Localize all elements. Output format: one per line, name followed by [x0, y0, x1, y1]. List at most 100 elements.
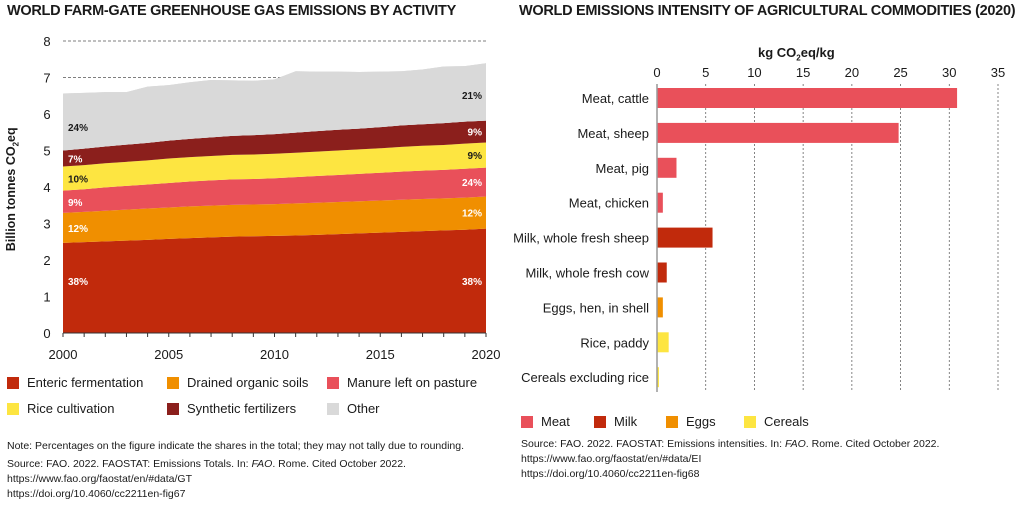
pct-label-start: 9% — [68, 198, 83, 209]
legend-item-rice: Rice cultivation — [7, 401, 114, 416]
x-tick-label: 30 — [942, 65, 956, 80]
legend-item-eggs: Eggs — [666, 414, 716, 429]
x-tick-label: 2020 — [472, 347, 501, 362]
y-tick-label: 3 — [43, 217, 50, 232]
bar — [657, 192, 663, 213]
source-italic: FAO — [784, 438, 806, 450]
area-layer-rice-cultivation — [63, 142, 486, 191]
source-text-end: . Rome. Cited October 2022. — [272, 458, 406, 470]
y-tick-label: 8 — [43, 34, 50, 49]
legend-swatch — [167, 376, 179, 389]
legend-item-synthetic: Synthetic fertilizers — [167, 401, 296, 416]
category-label: Rice, paddy — [580, 335, 649, 350]
bar — [657, 88, 958, 108]
legend-label: Other — [347, 401, 380, 416]
category-label: Milk, whole fresh cow — [525, 266, 649, 281]
pct-label-start: 12% — [68, 224, 88, 235]
legend-label: Enteric fermentation — [27, 375, 144, 390]
area-layer-drained-organic-soils — [63, 196, 486, 243]
legend-swatch — [521, 415, 533, 428]
left-source-link-1[interactable]: https://www.fao.org/faostat/en/#data/GT — [7, 473, 193, 485]
legend-swatch — [666, 415, 678, 428]
category-label: Milk, whole fresh sheep — [513, 231, 649, 246]
area-layer-synthetic-fertilizers — [63, 120, 486, 167]
category-label: Meat, chicken — [569, 196, 649, 211]
legend-label: Cereals — [764, 414, 809, 429]
legend-swatch — [327, 402, 339, 415]
right-source: Source: FAO. 2022. FAOSTAT: Emissions in… — [521, 437, 939, 452]
legend-item-drained: Drained organic soils — [167, 375, 308, 390]
y-tick-label: 2 — [43, 253, 50, 268]
y-tick-label: 4 — [43, 180, 50, 195]
legend-label: Eggs — [686, 414, 716, 429]
legend-item-enteric: Enteric fermentation — [7, 375, 143, 390]
legend-swatch — [7, 376, 19, 389]
legend-swatch — [7, 402, 19, 415]
pct-label-start: 38% — [68, 277, 88, 288]
x-tick-label: 10 — [747, 65, 761, 80]
legend-label: Manure left on pasture — [347, 375, 478, 390]
y-tick-label: 0 — [43, 326, 50, 341]
y-tick-label: 7 — [43, 71, 50, 86]
legend-swatch — [744, 415, 756, 428]
source-italic: FAO — [251, 458, 273, 470]
x-tick-label: 35 — [991, 65, 1005, 80]
right-x-axis-label: kg CO2eq/kg — [758, 45, 835, 63]
pct-label-end: 24% — [462, 178, 482, 189]
source-text: Source: FAO. 2022. FAOSTAT: Emissions in… — [521, 438, 785, 450]
unit-suffix: eq/kg — [800, 45, 835, 60]
category-label: Meat, cattle — [582, 91, 649, 106]
area-layer-manure-left-on-pasture — [63, 167, 486, 213]
area-layer-other-overlay — [63, 63, 486, 151]
unit-text: kg CO — [758, 45, 797, 60]
bar — [657, 262, 667, 283]
legend-swatch — [167, 402, 179, 415]
x-tick-label: 2005 — [154, 347, 183, 362]
bar — [657, 332, 669, 353]
area-layer-enteric-fermentation — [63, 228, 486, 333]
category-label: Meat, pig — [596, 161, 649, 176]
y-tick-label: 6 — [43, 107, 50, 122]
left-note: Note: Percentages on the figure indicate… — [7, 440, 465, 452]
x-tick-label: 2000 — [49, 347, 78, 362]
x-tick-label: 25 — [893, 65, 907, 80]
left-chart-title: WORLD FARM-GATE GREENHOUSE GAS EMISSIONS… — [7, 3, 456, 19]
legend-label: Milk — [614, 414, 638, 429]
legend-label: Meat — [541, 414, 570, 429]
legend-label: Rice cultivation — [27, 401, 115, 416]
pct-label-end: 21% — [462, 91, 482, 102]
unit-subscript: 2 — [796, 53, 801, 63]
pct-label-start: 24% — [68, 123, 88, 134]
source-text-end: . Rome. Cited October 2022. — [805, 438, 940, 450]
legend-item-meat: Meat — [521, 414, 570, 429]
legend-swatch — [594, 415, 606, 428]
left-source-link-2[interactable]: https://doi.org/10.4060/cc2211en-fig67 — [7, 488, 186, 500]
legend-label: Drained organic soils — [187, 375, 309, 390]
y-tick-label: 5 — [43, 144, 50, 159]
pct-label-end: 12% — [462, 209, 482, 220]
x-tick-label: 0 — [653, 65, 660, 80]
source-text: Source: FAO. 2022. FAOSTAT: Emissions To… — [7, 458, 252, 470]
bar — [657, 227, 713, 248]
x-tick-label: 5 — [702, 65, 709, 80]
pct-label-start: 10% — [68, 175, 88, 186]
y-tick-label: 1 — [43, 290, 50, 305]
bar — [657, 297, 663, 318]
x-tick-label: 2015 — [366, 347, 395, 362]
legend-label: Synthetic fertilizers — [187, 401, 297, 416]
bar — [657, 157, 677, 178]
bar — [657, 122, 899, 143]
legend-swatch — [327, 376, 339, 389]
pct-label-end: 38% — [462, 277, 482, 288]
right-chart-title: WORLD EMISSIONS INTENSITY OF AGRICULTURA… — [519, 3, 1016, 19]
legend-item-cereals: Cereals — [744, 414, 809, 429]
right-source-link-1[interactable]: https://www.fao.org/faostat/en/#data/EI — [521, 453, 702, 465]
right-source-link-2[interactable]: https://doi.org/10.4060/cc2211en-fig68 — [521, 468, 700, 480]
left-source: Source: FAO. 2022. FAOSTAT: Emissions To… — [7, 457, 406, 472]
legend-item-manure: Manure left on pasture — [327, 375, 477, 390]
x-tick-label: 15 — [796, 65, 810, 80]
pct-label-end: 9% — [468, 128, 483, 139]
x-tick-label: 20 — [845, 65, 859, 80]
